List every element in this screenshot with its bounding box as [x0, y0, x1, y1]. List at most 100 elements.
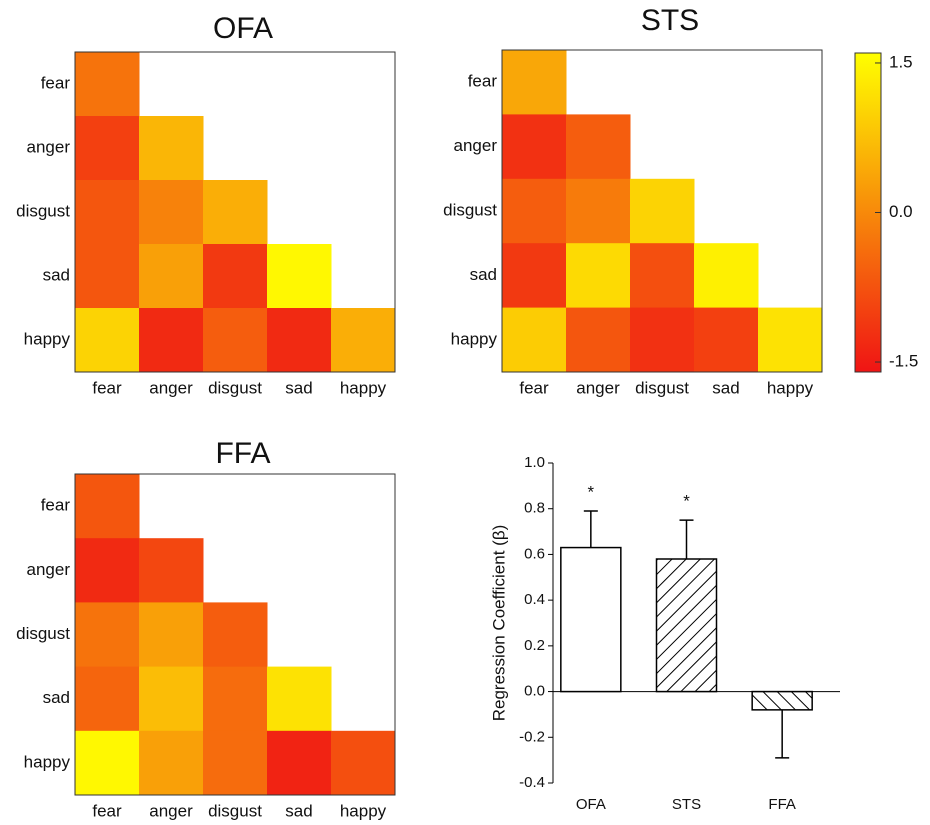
heatmap-cell — [203, 180, 268, 245]
heatmap-cell — [75, 602, 140, 668]
y-tick-label: -0.4 — [519, 774, 545, 791]
row-label: fear — [41, 73, 71, 92]
row-label: disgust — [16, 624, 70, 643]
column-label: disgust — [635, 378, 689, 397]
heatmap-cell — [566, 243, 631, 309]
bar — [560, 546, 622, 693]
row-label: anger — [454, 136, 498, 155]
heatmap-cell — [694, 307, 759, 373]
heatmap-cell — [139, 116, 204, 181]
column-label: happy — [340, 378, 387, 397]
heatmap-cell — [203, 308, 268, 373]
colorbar-tick-label: -1.5 — [889, 352, 918, 371]
heatmap-cell — [139, 180, 204, 245]
significance-marker: * — [683, 492, 690, 511]
heatmap-cell — [758, 307, 823, 373]
heatmap-cell — [75, 666, 140, 732]
heatmap-frame — [74, 51, 396, 373]
heatmap-cell — [502, 307, 567, 373]
x-tick-label: STS — [672, 796, 701, 813]
row-label: sad — [43, 688, 70, 707]
row-label: happy — [451, 329, 498, 348]
y-tick-label: 0.2 — [524, 637, 545, 654]
heatmap-cell — [267, 244, 332, 309]
heatmap-frame — [74, 473, 396, 796]
column-label: sad — [285, 378, 312, 397]
row-label: happy — [24, 752, 71, 771]
heatmap-cell — [139, 308, 204, 373]
column-label: happy — [340, 801, 387, 820]
column-label: fear — [92, 378, 122, 397]
row-label: sad — [470, 265, 497, 284]
heatmap-cell — [139, 666, 204, 732]
column-label: anger — [576, 378, 620, 397]
row-label: fear — [41, 496, 71, 515]
heatmap-cell — [566, 307, 631, 373]
column-label: sad — [285, 801, 312, 820]
heatmap-cell — [203, 602, 268, 668]
row-label: anger — [27, 560, 71, 579]
heatmap-frame — [501, 49, 823, 373]
heatmap-cell — [331, 730, 396, 796]
chart-title: FFA — [215, 437, 270, 470]
colorbar-tick-label: 0.0 — [889, 202, 913, 221]
x-tick-label: FFA — [768, 796, 796, 813]
x-tick-label: OFA — [576, 796, 606, 813]
row-label: sad — [43, 265, 70, 284]
row-label: disgust — [16, 201, 70, 220]
heatmap-cell — [566, 178, 631, 244]
heatmap-cell — [630, 178, 695, 244]
heatmap-cell — [502, 114, 567, 180]
heatmap-cell — [203, 666, 268, 732]
y-tick-label: -0.2 — [519, 728, 545, 745]
column-label: happy — [767, 378, 814, 397]
chart-title: STS — [641, 4, 699, 37]
heatmap-cell — [139, 602, 204, 668]
heatmap-cell — [75, 308, 140, 373]
y-tick-label: 0.6 — [524, 545, 545, 562]
heatmap-cell — [502, 178, 567, 244]
y-tick-label: 0.4 — [524, 591, 545, 608]
heatmap-cell — [502, 50, 567, 115]
heatmap-cell — [139, 538, 204, 603]
y-tick-label: 0.0 — [524, 683, 545, 700]
heatmap-cell — [139, 730, 204, 796]
column-label: fear — [92, 801, 122, 820]
row-label: anger — [27, 137, 71, 156]
heatmap-cell — [694, 243, 759, 309]
colorbar-tick-label: 1.5 — [889, 52, 913, 71]
heatmap-cell — [203, 244, 268, 309]
column-label: disgust — [208, 378, 262, 397]
column-label: anger — [149, 378, 193, 397]
column-label: sad — [712, 378, 739, 397]
heatmap-cell — [267, 666, 332, 732]
heatmap-cell — [75, 730, 140, 796]
heatmap-cell — [267, 308, 332, 373]
row-label: fear — [468, 72, 498, 91]
column-label: fear — [519, 378, 549, 397]
heatmap-cell — [331, 308, 396, 373]
chart-title: OFA — [213, 12, 273, 45]
row-label: disgust — [443, 200, 497, 219]
column-label: anger — [149, 801, 193, 820]
heatmap-cell — [630, 307, 695, 373]
heatmap-cell — [75, 474, 140, 539]
heatmap-cell — [139, 244, 204, 309]
bar — [655, 558, 718, 693]
column-label: disgust — [208, 801, 262, 820]
heatmap-cell — [75, 180, 140, 245]
heatmap-cell — [502, 243, 567, 309]
row-label: happy — [24, 329, 71, 348]
y-axis-label: Regression Coefficient (β) — [489, 525, 508, 722]
heatmap-cell — [75, 116, 140, 181]
heatmap-cell — [75, 538, 140, 603]
heatmap-cell — [203, 730, 268, 796]
heatmap-cell — [267, 730, 332, 796]
significance-marker: * — [588, 482, 595, 501]
heatmap-cell — [630, 243, 695, 309]
heatmap-cell — [75, 52, 140, 117]
heatmap-cell — [566, 114, 631, 180]
bar — [751, 690, 813, 711]
